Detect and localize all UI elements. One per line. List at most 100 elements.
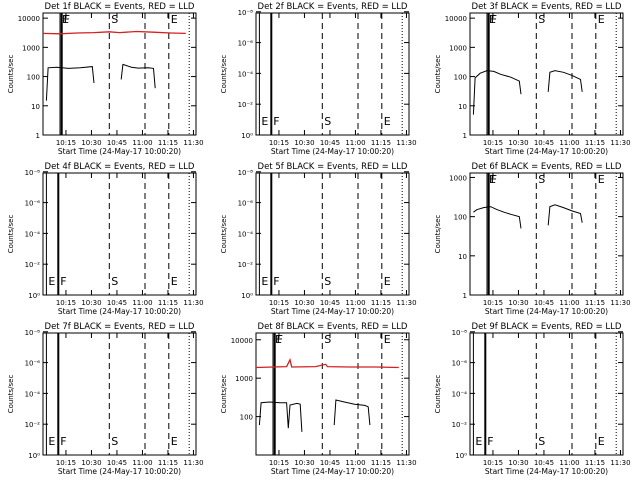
y-tick-label: 10⁻⁴ xyxy=(238,230,254,238)
x-tick-label: 11:30 xyxy=(396,299,416,307)
marker-label: S xyxy=(111,275,118,288)
y-axis-label: Counts/sec xyxy=(434,55,442,94)
x-tick-label: 11:15 xyxy=(371,139,391,147)
x-tick-label: 11:00 xyxy=(132,139,152,147)
x-tick-label: 11:30 xyxy=(610,459,630,467)
series-line xyxy=(472,70,522,115)
x-axis-label: Start Time (24-May-17 10:00:20) xyxy=(58,467,181,476)
chart-panel-7: Det 7f BLACK = Events, RED = LLD Counts/s… xyxy=(7,322,204,476)
marker-label: F xyxy=(487,435,493,448)
y-tick-label: 10⁰ xyxy=(28,292,40,300)
x-tick-label: 11:30 xyxy=(396,459,416,467)
marker-label: S xyxy=(324,115,331,128)
x-tick-label: 11:30 xyxy=(396,139,416,147)
marker-label: F xyxy=(273,115,279,128)
y-tick-label: 10⁻⁸ xyxy=(25,329,41,337)
y-tick-label: 1000 xyxy=(449,174,467,182)
y-tick-label: 1 xyxy=(36,132,40,140)
x-tick-label: 11:15 xyxy=(158,459,178,467)
y-tick-label: 1000 xyxy=(235,375,253,383)
marker-label: F xyxy=(277,333,283,346)
x-tick-label: 10:15 xyxy=(269,139,289,147)
x-tick-label: 10:30 xyxy=(81,299,101,307)
y-tick-label: 10 xyxy=(458,253,467,261)
y-tick-label: 10⁻⁴ xyxy=(452,390,468,398)
y-tick-label: 10⁻⁸ xyxy=(25,169,41,177)
y-tick-label: 1 xyxy=(463,132,467,140)
x-tick-label: 10:45 xyxy=(320,139,340,147)
plot-frame xyxy=(255,12,410,136)
x-tick-label: 10:30 xyxy=(294,139,314,147)
x-tick-label: 11:15 xyxy=(371,459,391,467)
x-tick-label: 10:15 xyxy=(269,299,289,307)
y-axis-label: Counts/sec xyxy=(7,215,15,254)
y-axis-label: Counts/sec xyxy=(220,55,228,94)
y-tick-label: 100 xyxy=(240,414,253,422)
x-axis-label: Start Time (24-May-17 10:00:20) xyxy=(271,147,394,156)
x-tick-label: 10:15 xyxy=(269,459,289,467)
x-tick-label: 11:00 xyxy=(132,299,152,307)
series-line xyxy=(333,399,371,426)
series-line xyxy=(473,206,522,229)
marker-label: E xyxy=(384,333,391,346)
y-tick-label: 10⁻⁶ xyxy=(25,360,41,368)
chart-title: Det 4f BLACK = Events, RED = LLD xyxy=(45,162,195,172)
x-tick-label: 11:15 xyxy=(585,139,605,147)
marker-label: S xyxy=(538,435,545,448)
y-tick-label: 10⁻⁶ xyxy=(452,360,468,368)
x-tick-label: 10:45 xyxy=(320,299,340,307)
marker-label: E xyxy=(261,275,268,288)
y-tick-label: 10⁻⁴ xyxy=(238,70,254,78)
x-tick-label: 10:15 xyxy=(56,459,76,467)
series-line xyxy=(547,204,583,226)
marker-label: E xyxy=(384,275,391,288)
x-tick-label: 10:15 xyxy=(483,299,503,307)
y-tick-label: 10⁰ xyxy=(28,452,40,460)
y-tick-label: 100 xyxy=(454,214,467,222)
marker-label: E xyxy=(598,13,605,26)
chart-panel-5: Det 5f BLACK = Events, RED = LLD Counts/s… xyxy=(220,162,417,316)
series-line xyxy=(258,401,303,432)
x-tick-label: 11:00 xyxy=(345,139,365,147)
x-tick-label: 10:45 xyxy=(107,299,127,307)
plot-frame xyxy=(255,332,410,456)
series-line xyxy=(120,63,156,89)
chart-title: Det 1f BLACK = Events, RED = LLD xyxy=(45,2,195,12)
x-tick-label: 10:15 xyxy=(483,459,503,467)
x-tick-label: 11:15 xyxy=(158,299,178,307)
x-tick-label: 11:15 xyxy=(585,299,605,307)
x-tick-label: 11:15 xyxy=(371,299,391,307)
y-tick-label: 10000 xyxy=(445,15,467,23)
x-tick-label: 11:15 xyxy=(585,459,605,467)
y-axis-label: Counts/sec xyxy=(434,375,442,414)
marker-label: E xyxy=(598,435,605,448)
x-tick-label: 11:30 xyxy=(610,139,630,147)
chart-panel-4: Det 4f BLACK = Events, RED = LLD Counts/s… xyxy=(7,162,204,316)
chart-panel-1: Det 1f BLACK = Events, RED = LLD Counts/s… xyxy=(7,2,204,156)
y-tick-label: 10000 xyxy=(231,337,253,345)
x-tick-label: 11:00 xyxy=(559,139,579,147)
x-tick-label: 11:30 xyxy=(610,299,630,307)
y-tick-label: 10⁻⁶ xyxy=(238,200,254,208)
x-tick-label: 11:30 xyxy=(183,299,203,307)
marker-label: F xyxy=(60,435,66,448)
x-axis-label: Start Time (24-May-17 10:00:20) xyxy=(58,307,181,316)
series-line xyxy=(255,357,399,369)
x-axis-label: Start Time (24-May-17 10:00:20) xyxy=(58,147,181,156)
x-axis-label: Start Time (24-May-17 10:00:20) xyxy=(485,307,608,316)
x-tick-label: 10:30 xyxy=(81,459,101,467)
y-axis-label: Counts/sec xyxy=(220,375,228,414)
x-tick-label: 11:30 xyxy=(183,139,203,147)
marker-label: E xyxy=(171,435,178,448)
y-axis-label: Counts/sec xyxy=(7,55,15,94)
x-tick-label: 11:00 xyxy=(345,299,365,307)
chart-panel-8: Det 8f BLACK = Events, RED = LLD Counts/s… xyxy=(220,322,417,476)
marker-label: E xyxy=(171,13,178,26)
x-tick-label: 10:45 xyxy=(107,459,127,467)
marker-label: E xyxy=(171,275,178,288)
x-tick-label: 10:15 xyxy=(56,299,76,307)
y-tick-label: 10000 xyxy=(18,15,40,23)
plot-frame xyxy=(469,332,624,456)
chart-panel-9: Det 9f BLACK = Events, RED = LLD Counts/s… xyxy=(434,322,631,476)
